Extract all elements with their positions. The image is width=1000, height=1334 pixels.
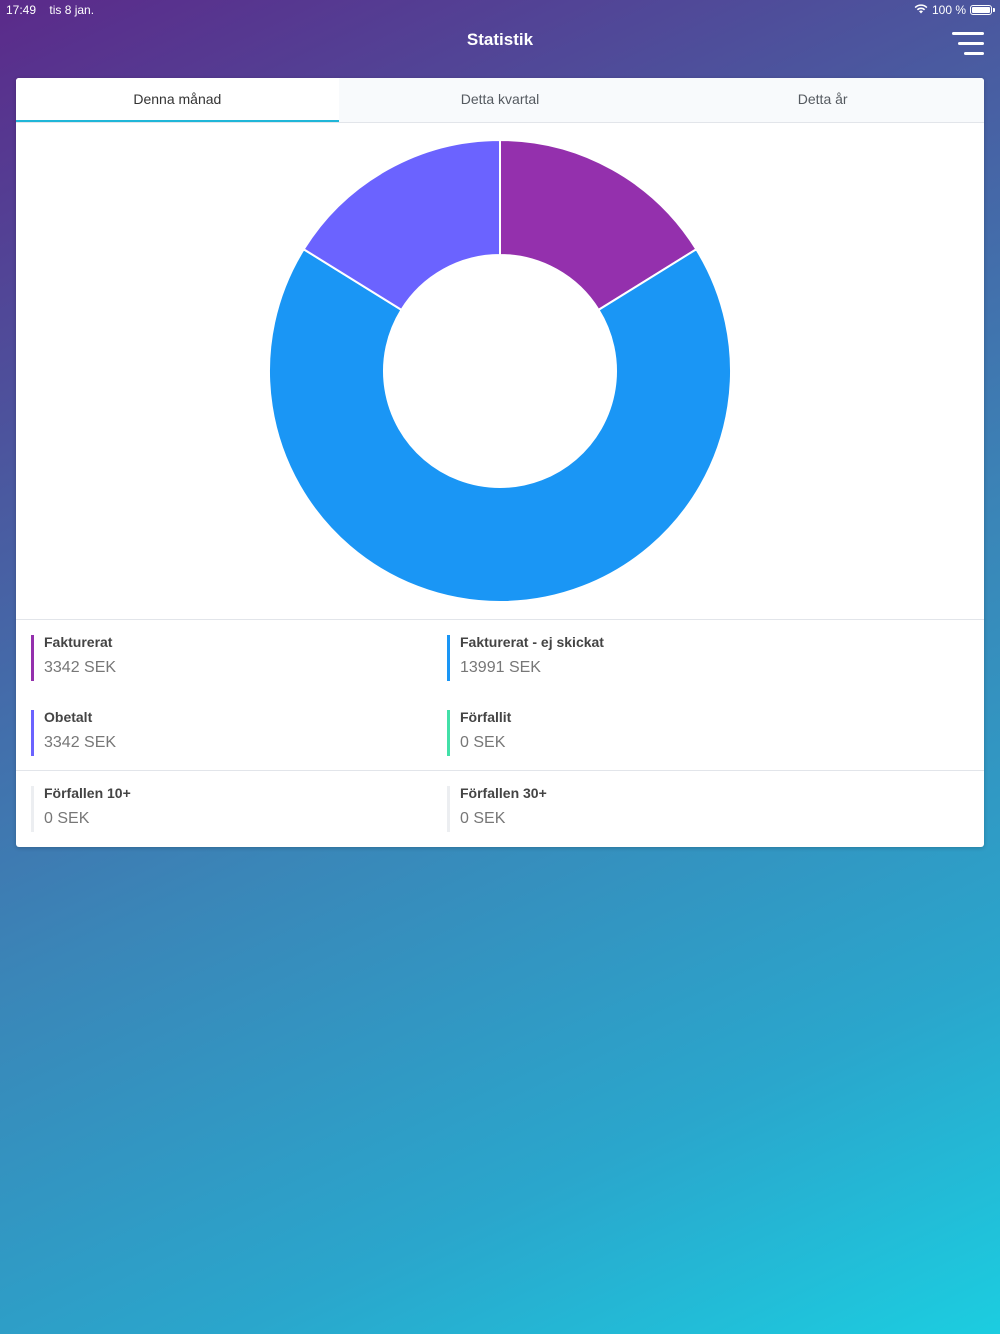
divider [16,770,984,771]
status-time: 17:49 [6,3,37,17]
battery-percent: 100 % [931,3,966,17]
wifi-icon [914,3,928,17]
legend-value: 13991 SEK [460,659,541,676]
donut-chart [16,123,984,620]
legend-item-fakturerat-ej-skickat: Fakturerat - ej skickat 13991 SEK [447,620,863,695]
overdue-item-30: Förfallen 30+ 0 SEK [447,771,863,846]
legend-value: 3342 SEK [44,734,117,751]
menu-icon-line [958,42,984,45]
donut-chart-svg [268,138,732,604]
menu-button[interactable] [952,31,984,55]
overdue-value: 0 SEK [44,810,90,827]
battery-icon [970,5,995,15]
legend-value: 3342 SEK [44,659,117,676]
legend-color-bar [447,635,450,681]
overdue-color-bar [447,786,450,832]
overdue-label: Förfallen 30+ [460,785,547,801]
overdue-value: 0 SEK [460,810,506,827]
legend-color-bar [31,710,34,756]
legend-item-fakturerat: Fakturerat 3342 SEK [31,620,447,695]
page-title: Statistik [466,30,534,49]
legend-value: 0 SEK [460,734,506,751]
legend-label: Fakturerat - ej skickat [460,634,604,650]
overdue-item-10: Förfallen 10+ 0 SEK [31,771,447,846]
legend-item-obetalt: Obetalt 3342 SEK [31,695,447,770]
tab-detta-ar[interactable]: Detta år [797,91,848,107]
overdue-section: Förfallen 10+ 0 SEK Förfallen 30+ 0 SEK [16,771,984,846]
overdue-label: Förfallen 10+ [44,785,131,801]
statistics-card: Denna månad Detta kvartal Detta år Faktu… [16,78,984,847]
legend-label: Obetalt [44,709,93,725]
legend-item-forfallit: Förfallit 0 SEK [447,695,863,770]
legend-label: Fakturerat [44,634,113,650]
legend: Fakturerat 3342 SEK Fakturerat - ej skic… [16,620,984,770]
donut-slice-obetalt [302,138,501,312]
tab-detta-kvartal[interactable]: Detta kvartal [460,91,540,107]
legend-color-bar [31,635,34,681]
menu-icon [952,32,984,35]
donut-slice-fakturerat-ej-skickat [268,247,732,604]
donut-slice-fakturerat [499,138,698,312]
status-date: tis 8 jan. [49,3,95,17]
menu-icon-line [964,52,984,55]
overdue-color-bar [31,786,34,832]
status-bar: 17:49 tis 8 jan. 100 % [0,0,1000,20]
legend-label: Förfallit [460,709,512,725]
period-tabs: Denna månad Detta kvartal Detta år [16,78,984,123]
tab-denna-manad[interactable]: Denna månad [16,78,339,122]
legend-color-bar [447,710,450,756]
